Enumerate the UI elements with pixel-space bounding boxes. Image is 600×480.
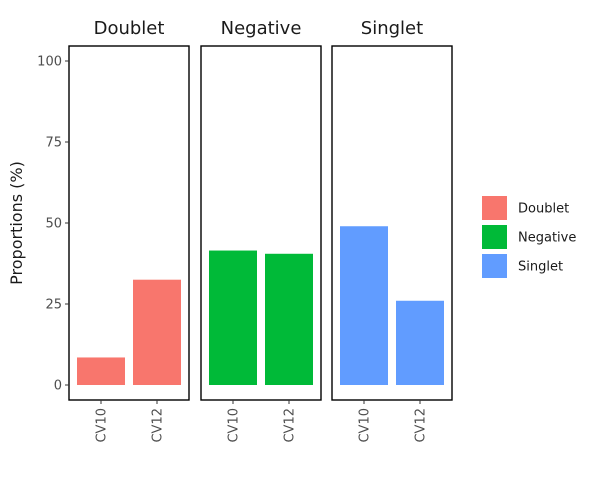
legend-label: Singlet xyxy=(518,260,563,275)
legend-key xyxy=(482,254,507,278)
bar-negative-cv10 xyxy=(209,250,257,385)
facet-title: Singlet xyxy=(361,18,423,39)
facet-title: Doublet xyxy=(94,18,165,39)
y-tick-label: 75 xyxy=(45,136,62,151)
bar-doublet-cv12 xyxy=(133,279,181,385)
y-tick-label: 50 xyxy=(45,217,62,232)
x-tick-label: CV12 xyxy=(283,408,298,443)
facet-singlet: Singlet CV10 CV12 xyxy=(331,18,453,443)
facet-title: Negative xyxy=(221,18,302,39)
legend-item-singlet: Singlet xyxy=(482,254,563,278)
legend-label: Negative xyxy=(518,231,576,246)
legend-item-negative: Negative xyxy=(482,225,576,249)
x-tick-label: CV12 xyxy=(414,408,429,443)
legend-key xyxy=(482,196,507,220)
y-tick-label: 0 xyxy=(54,379,62,394)
panel-border xyxy=(331,45,453,401)
legend-key xyxy=(482,225,507,249)
legend: Doublet Negative Singlet xyxy=(482,196,576,278)
x-tick-label: CV12 xyxy=(151,408,166,443)
bar-singlet-cv12 xyxy=(396,300,444,385)
bar-singlet-cv10 xyxy=(340,226,388,385)
facet-doublet: Doublet CV10 CV12 xyxy=(68,18,190,443)
y-tick-label: 25 xyxy=(45,298,62,313)
y-axis: 0 25 50 75 100 xyxy=(37,55,69,394)
legend-item-doublet: Doublet xyxy=(482,196,569,220)
legend-label: Doublet xyxy=(518,202,569,217)
panel-border xyxy=(200,45,322,401)
facet-negative: Negative CV10 CV12 xyxy=(200,18,322,443)
y-axis-title: Proportions (%) xyxy=(7,161,26,285)
bar-doublet-cv10 xyxy=(77,357,125,385)
x-tick-label: CV10 xyxy=(358,408,373,443)
facet-panels: Doublet CV10 CV12 Negative CV10 CV12 Singlet CV… xyxy=(68,18,453,443)
bar-negative-cv12 xyxy=(265,253,313,385)
x-tick-label: CV10 xyxy=(227,408,242,443)
y-tick-label: 100 xyxy=(37,55,62,70)
x-tick-label: CV10 xyxy=(95,408,110,443)
